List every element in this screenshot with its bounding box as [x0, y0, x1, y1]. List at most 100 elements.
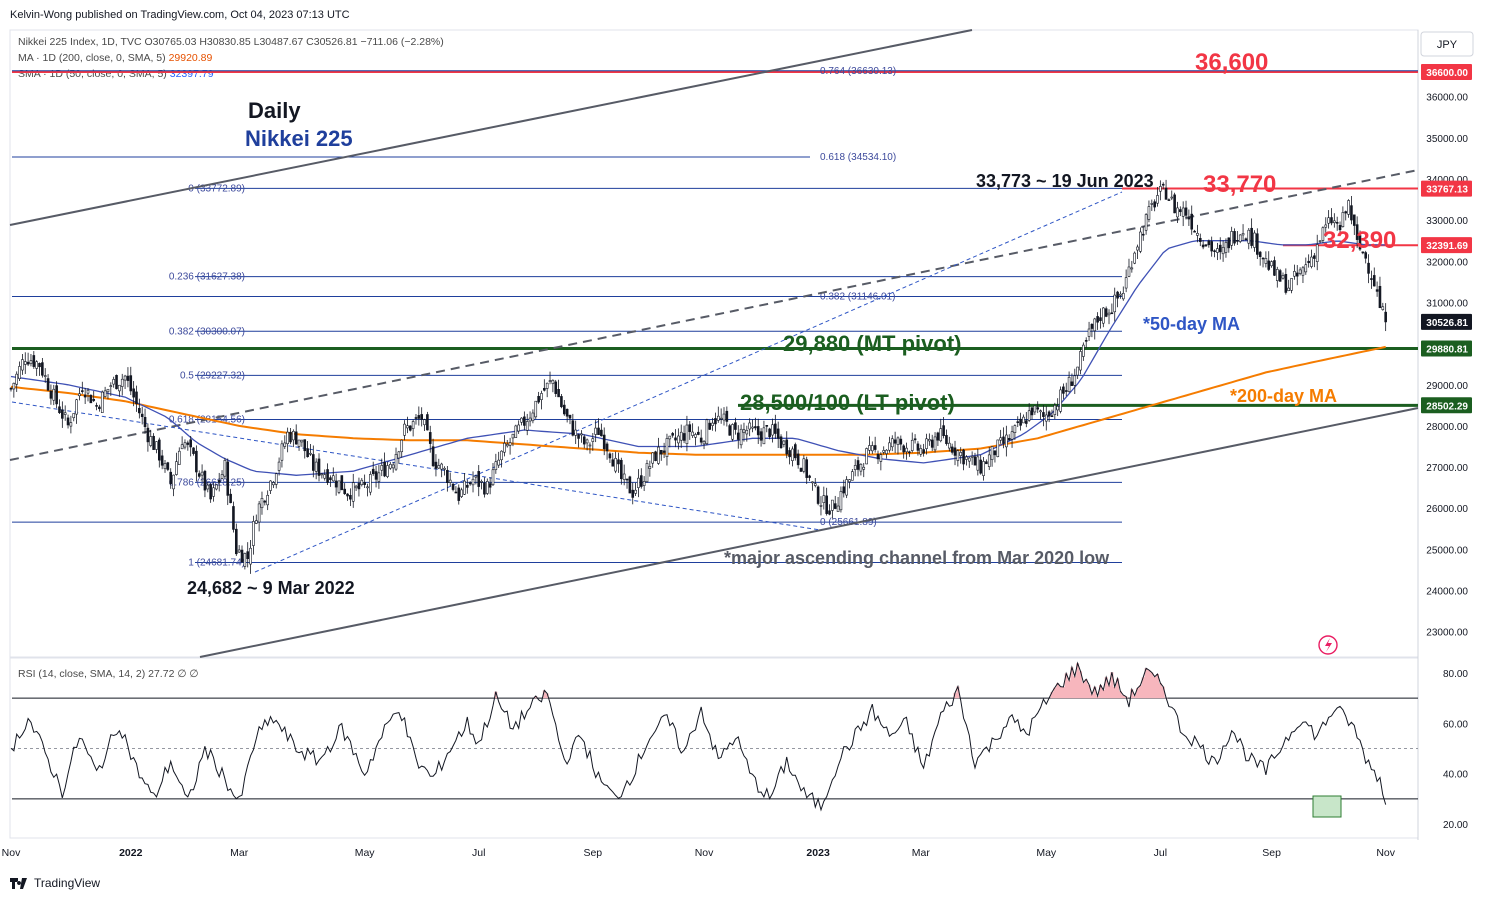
candle	[1156, 187, 1159, 207]
candle	[1293, 264, 1296, 280]
candle	[788, 447, 791, 465]
candle	[46, 374, 50, 392]
candle	[175, 452, 178, 476]
candle	[411, 419, 415, 437]
candle	[274, 472, 278, 489]
candle	[639, 468, 643, 489]
tradingview-logo[interactable]: TradingView	[10, 876, 100, 890]
svg-text:28502.29: 28502.29	[1426, 401, 1468, 412]
candle	[528, 411, 532, 427]
price-axis-tick: 27000.00	[1426, 463, 1468, 474]
candle	[263, 499, 267, 506]
candle	[1258, 250, 1262, 266]
candle	[551, 379, 555, 393]
candle	[1241, 224, 1245, 242]
candle	[902, 444, 905, 459]
key-level-label: 29,880 (MT pivot)	[783, 331, 961, 356]
rsi-axis-tick: 60.00	[1443, 719, 1468, 730]
candle	[1273, 256, 1276, 277]
candle	[109, 382, 113, 396]
price-axis-tick: 36000.00	[1426, 93, 1468, 104]
key-level-label: 32,390	[1323, 227, 1396, 254]
candle	[910, 432, 914, 453]
candle	[326, 463, 329, 485]
fib2-label: 0.382 (31146.01)	[820, 291, 895, 302]
candle	[896, 436, 900, 455]
candle	[925, 433, 928, 455]
candle	[913, 434, 917, 444]
candle	[1044, 405, 1048, 431]
candle	[614, 451, 617, 474]
candle	[1370, 270, 1373, 289]
candle	[403, 420, 406, 441]
candle	[1347, 199, 1350, 218]
candle	[200, 464, 204, 483]
time-axis-label: 2022	[119, 847, 143, 859]
candle	[859, 463, 863, 476]
candle	[329, 475, 332, 487]
candle	[340, 475, 344, 491]
candle	[126, 367, 130, 388]
candle	[63, 405, 67, 421]
candle	[945, 429, 948, 446]
lightning-icon[interactable]	[1318, 635, 1338, 655]
candle	[1119, 291, 1122, 299]
candle	[885, 449, 888, 459]
candle	[177, 447, 181, 465]
candle	[75, 398, 78, 424]
candle	[1250, 218, 1253, 249]
candle	[129, 366, 133, 396]
candle	[406, 416, 409, 434]
rsi-axis-tick: 40.00	[1443, 770, 1468, 781]
candle	[505, 439, 509, 448]
candle	[377, 464, 381, 489]
candle	[571, 413, 575, 437]
candle	[1352, 214, 1356, 235]
tradingview-icon	[10, 878, 27, 889]
time-axis-label: 2023	[806, 847, 830, 859]
fib2-label: 0.618 (34534.10)	[820, 152, 896, 163]
svg-text:33767.13: 33767.13	[1426, 185, 1468, 196]
candle	[1147, 200, 1151, 223]
candle	[18, 361, 21, 382]
candle	[722, 407, 726, 426]
candle	[83, 387, 87, 404]
candle	[503, 435, 506, 457]
candle	[437, 458, 441, 470]
price-axis-tick: 29000.00	[1426, 381, 1468, 392]
candle	[520, 417, 523, 426]
candle	[768, 427, 771, 440]
candle	[1375, 281, 1379, 297]
candle	[206, 481, 210, 493]
candle	[1238, 234, 1242, 244]
time-axis-label: Mar	[912, 847, 931, 859]
candle	[237, 545, 241, 554]
candle	[956, 449, 960, 467]
candle	[120, 373, 124, 396]
candle	[645, 459, 649, 483]
candle	[220, 470, 224, 480]
candle	[868, 436, 871, 455]
legend-ma200-label: MA · 1D (200, close, 0, SMA, 5)	[18, 52, 166, 64]
candle	[540, 390, 543, 410]
candle	[1170, 190, 1174, 201]
candle	[394, 447, 398, 471]
candle	[608, 452, 612, 464]
candle	[628, 475, 632, 494]
annotation-high: 33,773 ~ 19 Jun 2023	[976, 171, 1154, 191]
candle	[1007, 434, 1011, 441]
candle	[765, 424, 769, 433]
tradingview-brand: TradingView	[34, 876, 101, 890]
candle	[1216, 242, 1219, 261]
candle	[408, 425, 412, 432]
candle	[98, 404, 101, 412]
candle	[890, 435, 894, 452]
candle	[363, 474, 366, 488]
candle	[49, 384, 53, 405]
currency-box[interactable]	[1420, 31, 1474, 57]
candle	[1207, 239, 1211, 248]
candle	[149, 429, 153, 448]
candle	[942, 417, 945, 439]
candle	[35, 360, 38, 377]
